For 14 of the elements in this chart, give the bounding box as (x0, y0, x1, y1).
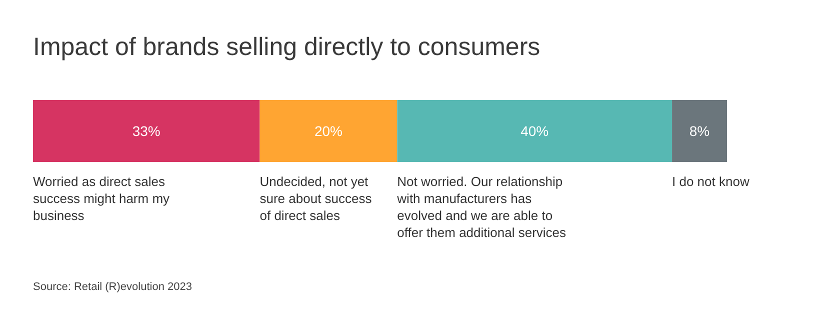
chart-title: Impact of brands selling directly to consumers (33, 33, 540, 61)
series-label: Undecided, not yet sure about success of direct sales (260, 174, 372, 223)
series-label: Not worried. Our relationship with manufacturers has evolved and we are able to offer them additional services (396, 174, 567, 240)
source-note: Source: Retail (R)evolution 2023 (33, 281, 192, 293)
bar (260, 100, 398, 162)
data-label: 33% (132, 123, 160, 139)
series-label: Worried as direct sales success might harm my business (33, 174, 170, 223)
bar (33, 100, 260, 162)
data-label: 20% (314, 123, 342, 139)
bar (672, 100, 727, 162)
data-label: 40% (520, 123, 549, 139)
bar (397, 100, 672, 162)
series-label: I do not know (672, 174, 750, 189)
data-label: 8% (689, 123, 710, 139)
